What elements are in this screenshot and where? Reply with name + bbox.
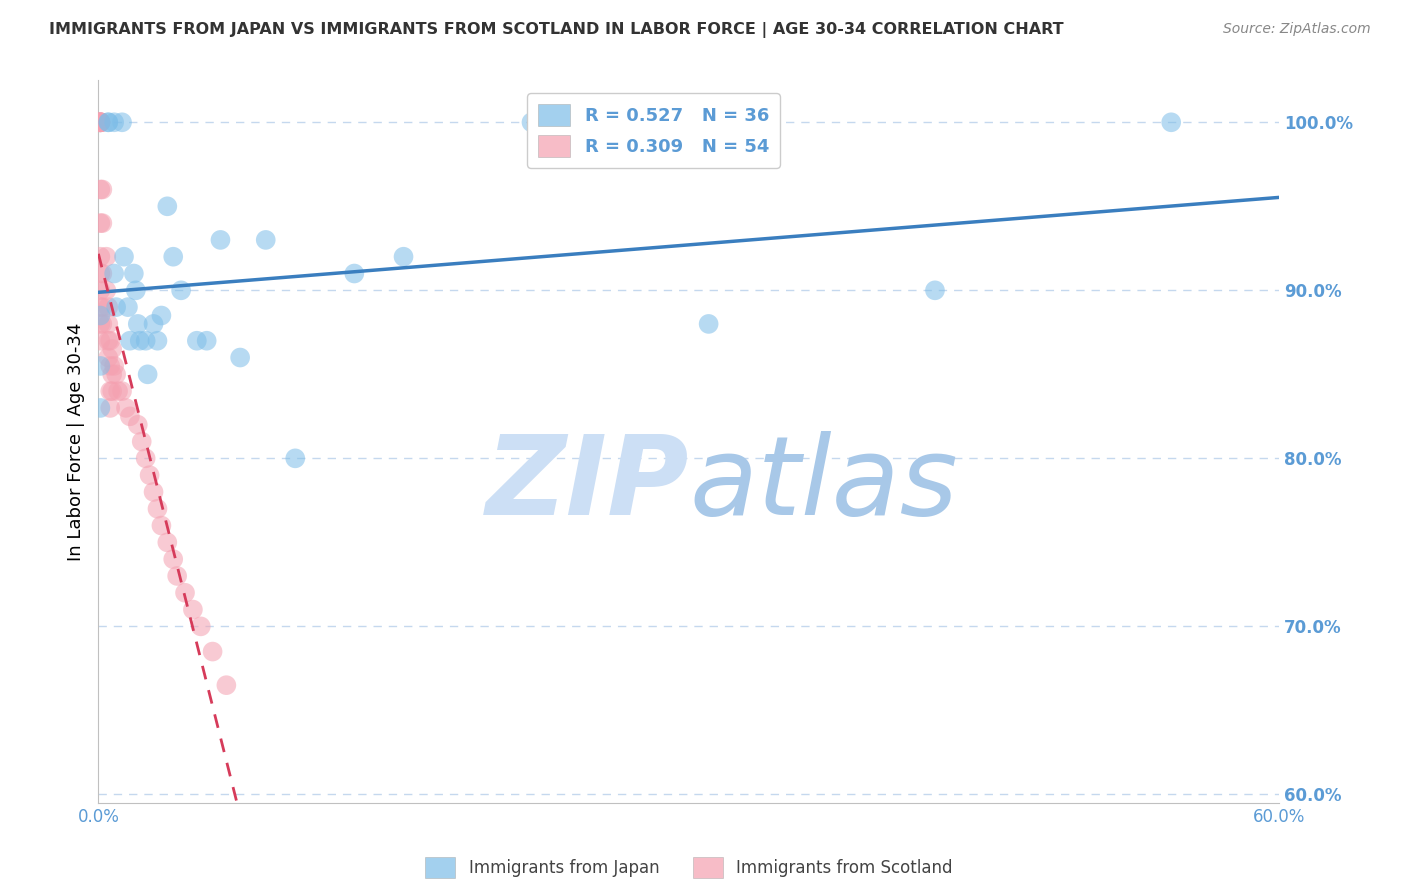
Point (520, 115, 543, 129)
Point (89, 250, 111, 264)
Point (215, 678, 238, 692)
Point (170, 283, 193, 297)
Point (105, 368, 128, 382)
Point (105, 300, 128, 314)
Point (112, 250, 135, 264)
Point (103, 359, 125, 373)
Point (229, 351, 252, 365)
Point (111, 384, 134, 398)
Point (89, 359, 111, 373)
Point (101, 384, 124, 398)
Point (89, 317, 111, 331)
Point (156, 199, 179, 213)
Point (190, 619, 212, 633)
Point (97, 115, 120, 129)
Point (201, 644, 224, 658)
Point (166, 569, 188, 583)
Point (209, 233, 232, 247)
Point (146, 334, 169, 348)
Point (150, 518, 173, 533)
Point (91, 216, 114, 230)
Point (89, 309, 111, 323)
Point (1160, 115, 1182, 129)
Point (115, 401, 138, 415)
Point (89, 401, 111, 415)
Point (89, 115, 111, 129)
Point (127, 317, 149, 331)
Point (343, 267, 366, 281)
Point (91, 267, 114, 281)
Point (697, 317, 720, 331)
Point (101, 368, 124, 382)
Point (89, 300, 111, 314)
Point (97, 334, 120, 348)
Point (135, 451, 157, 466)
Point (111, 115, 134, 129)
Point (284, 451, 307, 466)
Y-axis label: In Labor Force | Age 30-34: In Labor Force | Age 30-34 (66, 322, 84, 561)
Point (181, 602, 204, 616)
Point (91, 182, 114, 196)
Point (97, 115, 120, 129)
Point (89, 115, 111, 129)
Point (91, 300, 114, 314)
Point (101, 342, 124, 356)
Text: Source: ZipAtlas.com: Source: ZipAtlas.com (1223, 22, 1371, 37)
Point (103, 267, 125, 281)
Point (103, 115, 125, 129)
Point (392, 250, 415, 264)
Point (98, 334, 121, 348)
Point (195, 334, 218, 348)
Point (117, 300, 139, 314)
Point (89, 115, 111, 129)
Point (162, 250, 184, 264)
Point (150, 309, 173, 323)
Point (89, 267, 111, 281)
Point (97, 351, 120, 365)
Point (146, 501, 169, 516)
Point (186, 334, 208, 348)
Point (89, 115, 111, 129)
Point (91, 317, 114, 331)
Point (138, 468, 160, 483)
Point (118, 334, 141, 348)
Point (127, 417, 149, 432)
Point (156, 535, 179, 549)
Text: IMMIGRANTS FROM JAPAN VS IMMIGRANTS FROM SCOTLAND IN LABOR FORCE | AGE 30-34 COR: IMMIGRANTS FROM JAPAN VS IMMIGRANTS FROM… (49, 22, 1064, 38)
Point (125, 283, 148, 297)
Point (135, 334, 157, 348)
Point (89, 216, 111, 230)
Point (98, 401, 121, 415)
Point (118, 409, 141, 424)
Point (174, 586, 197, 600)
Point (107, 384, 129, 398)
Point (89, 115, 111, 129)
Point (97, 317, 120, 331)
Point (98, 359, 121, 373)
Legend: Immigrants from Japan, Immigrants from Scotland: Immigrants from Japan, Immigrants from S… (415, 847, 963, 888)
Point (97, 300, 120, 314)
Point (96, 250, 118, 264)
Point (96, 283, 118, 297)
Point (89, 115, 111, 129)
Point (136, 368, 159, 382)
Point (89, 182, 111, 196)
Point (254, 233, 277, 247)
Point (89, 283, 111, 297)
Text: ZIP: ZIP (485, 432, 689, 539)
Point (162, 552, 184, 566)
Point (89, 115, 111, 129)
Point (924, 283, 946, 297)
Point (98, 384, 121, 398)
Text: atlas: atlas (689, 432, 957, 539)
Point (128, 334, 150, 348)
Point (131, 434, 153, 449)
Point (142, 485, 165, 500)
Point (142, 317, 165, 331)
Point (122, 267, 145, 281)
Point (89, 334, 111, 348)
